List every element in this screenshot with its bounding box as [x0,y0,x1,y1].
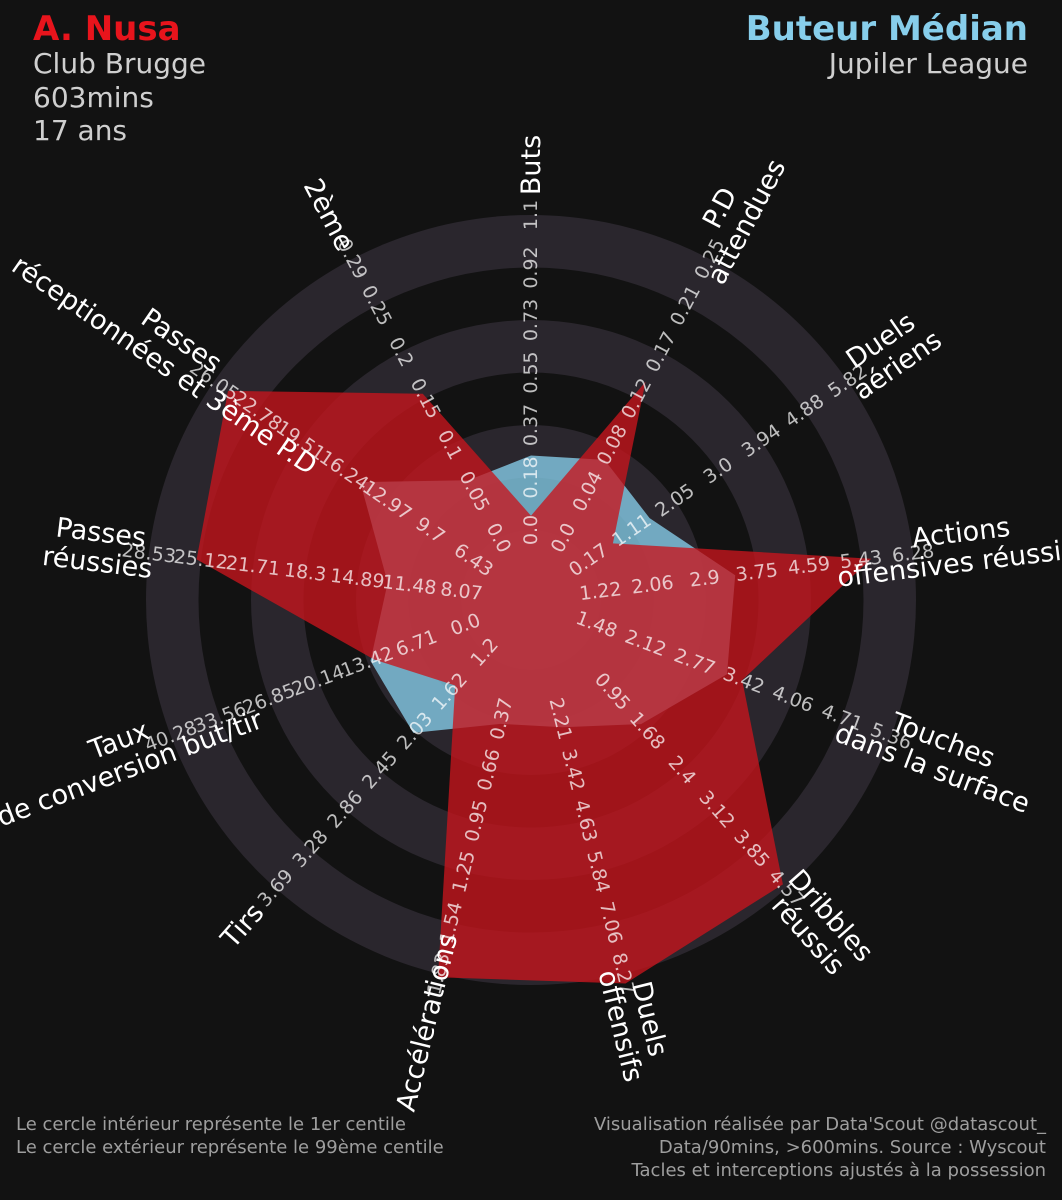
tick-label: 0.92 [520,246,542,288]
parameter-label-line: Buts [516,135,547,195]
player-club: Club Brugge [33,47,206,80]
tick-label: 18.3 [283,559,328,586]
player-polygon [196,381,872,984]
parameter-label: Tirs [215,898,271,955]
radar-polygons [196,381,872,984]
parameter-label: 2ème [297,174,360,256]
tick-label: 3.75 [734,559,779,586]
tick-label: 0.0 [520,515,542,545]
footer-line: Tacles et interceptions ajustés à la pos… [631,1160,1047,1181]
parameter-label: Passesréussies [41,511,158,585]
player-name: A. Nusa [33,9,181,49]
footer-line: Le cercle intérieur représente le 1er ce… [16,1114,406,1135]
parameter-label-line: 2ème [297,174,360,256]
player-age: 17 ans [33,114,128,147]
footer-line: Visualisation réalisée par Data'Scout @d… [593,1114,1046,1135]
tick-label: 1.1 [520,200,542,230]
footer-line: Le cercle extérieur représente le 99ème … [16,1137,444,1158]
tick-label: 0.73 [520,299,542,341]
footer-legend: Le cercle intérieur représente le 1er ce… [16,1113,444,1159]
footer-line: Data/90mins, >600mins. Source : Wyscout [658,1137,1046,1158]
tick-label: 0.55 [520,351,542,393]
parameter-label: Buts [516,135,547,195]
comparison-name: Buteur Médian [745,9,1028,49]
tick-label: 2.9 [688,566,721,591]
parameter-label-line: Tirs [215,898,271,955]
tick-label: 4.59 [787,553,832,580]
tick-label: 1.22 [578,578,623,605]
tick-label: 0.18 [520,456,542,498]
tick-label: 8.07 [439,578,484,605]
tick-label: 5.43 [839,546,884,573]
comparison-league: Jupiler League [828,47,1028,80]
footer-credits: Visualisation réalisée par Data'Scout @d… [594,1113,1046,1182]
player-minutes: 603mins [33,81,154,114]
tick-label: 2.06 [630,572,675,599]
tick-label: 0.37 [520,404,542,446]
tick-label: 6.28 [891,540,936,567]
